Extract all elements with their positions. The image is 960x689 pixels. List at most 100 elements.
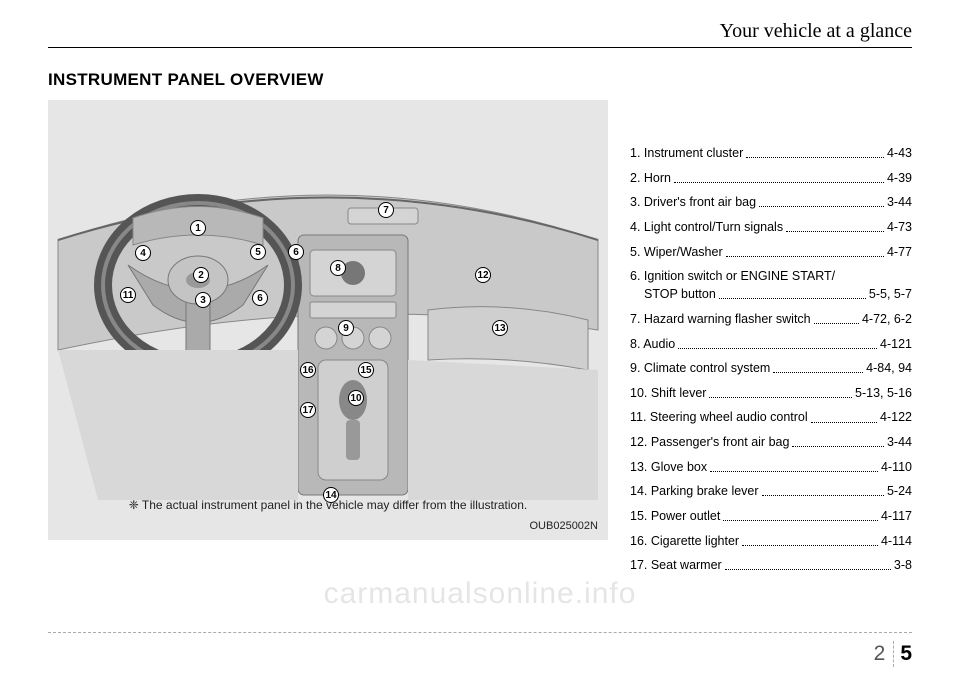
manual-page: Your vehicle at a glance INSTRUMENT PANE… bbox=[0, 0, 960, 689]
item-label: 1. Instrument cluster bbox=[630, 144, 743, 162]
list-item: 12. Passenger's front air bag 3-44 bbox=[630, 433, 912, 451]
list-item: 6. Ignition switch or ENGINE START/ bbox=[630, 267, 912, 285]
callout-1: 1 bbox=[190, 220, 206, 236]
callout-15: 15 bbox=[358, 362, 374, 378]
callout-5: 5 bbox=[250, 244, 266, 260]
leader-dots bbox=[814, 310, 859, 324]
callout-10: 10 bbox=[348, 390, 364, 406]
item-label: 2. Horn bbox=[630, 169, 671, 187]
item-label: 10. Shift lever bbox=[630, 384, 706, 402]
leader-dots bbox=[674, 169, 884, 183]
leader-dots bbox=[786, 218, 884, 232]
page-number: 2 5 bbox=[874, 641, 912, 667]
leader-dots bbox=[792, 433, 884, 447]
item-page: 4-121 bbox=[880, 335, 912, 353]
item-page: 4-114 bbox=[881, 532, 912, 550]
item-page: 5-5, 5-7 bbox=[869, 285, 912, 303]
watermark: carmanualsonline.info bbox=[0, 577, 960, 611]
item-page: 3-44 bbox=[887, 433, 912, 451]
item-label: 6. Ignition switch or ENGINE START/ bbox=[630, 267, 835, 285]
callout-13: 13 bbox=[492, 320, 508, 336]
item-page: 4-110 bbox=[881, 458, 912, 476]
leader-dots bbox=[811, 408, 877, 422]
item-label: 3. Driver's front air bag bbox=[630, 193, 756, 211]
item-label: 14. Parking brake lever bbox=[630, 482, 759, 500]
illustration-caption: ❈ The actual instrument panel in the veh… bbox=[48, 498, 608, 512]
dashboard-drawing bbox=[48, 100, 608, 540]
item-label: 9. Climate control system bbox=[630, 359, 770, 377]
item-page: 4-77 bbox=[887, 243, 912, 261]
list-item: 13. Glove box 4-110 bbox=[630, 458, 912, 476]
item-page: 4-43 bbox=[887, 144, 912, 162]
footer-rule bbox=[48, 632, 912, 633]
illustration-code: OUB025002N bbox=[530, 520, 599, 532]
list-item: 11. Steering wheel audio control 4-122 bbox=[630, 408, 912, 426]
list-item: 7. Hazard warning flasher switch 4-72, 6-… bbox=[630, 310, 912, 328]
leader-dots bbox=[773, 359, 863, 373]
pagenum-separator bbox=[893, 641, 894, 667]
callout-12: 12 bbox=[475, 267, 491, 283]
item-page: 3-44 bbox=[887, 193, 912, 211]
item-page: 4-72, 6-2 bbox=[862, 310, 912, 328]
list-item: 17. Seat warmer 3-8 bbox=[630, 556, 912, 574]
callout-8: 8 bbox=[330, 260, 346, 276]
list-item: 10. Shift lever 5-13, 5-16 bbox=[630, 384, 912, 402]
leader-dots bbox=[762, 482, 884, 496]
item-page: 4-117 bbox=[881, 507, 912, 525]
page-title: INSTRUMENT PANEL OVERVIEW bbox=[48, 70, 912, 90]
leader-dots bbox=[725, 556, 891, 570]
item-label: 13. Glove box bbox=[630, 458, 707, 476]
item-page: 5-24 bbox=[887, 482, 912, 500]
list-item: 2. Horn 4-39 bbox=[630, 169, 912, 187]
item-page: 4-73 bbox=[887, 218, 912, 236]
item-label: 11. Steering wheel audio control bbox=[630, 408, 808, 426]
content-row: 12345667891011121314151617 ❈ The actual … bbox=[48, 100, 912, 581]
list-item: 5. Wiper/Washer 4-77 bbox=[630, 243, 912, 261]
header-rule: Your vehicle at a glance bbox=[48, 20, 912, 48]
leader-dots bbox=[742, 532, 878, 546]
item-label: 16. Cigarette lighter bbox=[630, 532, 739, 550]
item-page: 4-39 bbox=[887, 169, 912, 187]
item-page: 4-122 bbox=[880, 408, 912, 426]
callout-17: 17 bbox=[300, 402, 316, 418]
item-label: 8. Audio bbox=[630, 335, 675, 353]
callout-16: 16 bbox=[300, 362, 316, 378]
reference-list: 1. Instrument cluster 4-43 2. Horn 4-39 3. D… bbox=[630, 100, 912, 581]
callout-6: 6 bbox=[252, 290, 268, 306]
item-label: 12. Passenger's front air bag bbox=[630, 433, 789, 451]
callout-11: 11 bbox=[120, 287, 136, 303]
list-item: 16. Cigarette lighter 4-114 bbox=[630, 532, 912, 550]
list-item: 4. Light control/Turn signals 4-73 bbox=[630, 218, 912, 236]
item-page: 3-8 bbox=[894, 556, 912, 574]
item-page: 4-84, 94 bbox=[866, 359, 912, 377]
list-item: 8. Audio 4-121 bbox=[630, 335, 912, 353]
list-item: 1. Instrument cluster 4-43 bbox=[630, 144, 912, 162]
leader-dots bbox=[678, 335, 877, 349]
item-label: STOP button bbox=[630, 285, 716, 303]
item-label: 7. Hazard warning flasher switch bbox=[630, 310, 811, 328]
page-digit: 5 bbox=[900, 642, 912, 666]
callout-4: 4 bbox=[135, 245, 151, 261]
list-item: 9. Climate control system 4-84, 94 bbox=[630, 359, 912, 377]
leader-dots bbox=[746, 144, 884, 158]
callout-6: 6 bbox=[288, 244, 304, 260]
list-item: 15. Power outlet 4-117 bbox=[630, 507, 912, 525]
leader-dots bbox=[710, 458, 878, 472]
item-label: 17. Seat warmer bbox=[630, 556, 722, 574]
item-label: 5. Wiper/Washer bbox=[630, 243, 723, 261]
callout-3: 3 bbox=[195, 292, 211, 308]
section-title: Your vehicle at a glance bbox=[720, 20, 912, 43]
item-page: 5-13, 5-16 bbox=[855, 384, 912, 402]
list-item: 14. Parking brake lever 5-24 bbox=[630, 482, 912, 500]
leader-dots bbox=[709, 384, 852, 398]
leader-dots bbox=[723, 507, 878, 521]
list-item-cont: STOP button 5-5, 5-7 bbox=[630, 285, 912, 303]
leader-dots bbox=[719, 285, 866, 299]
item-label: 4. Light control/Turn signals bbox=[630, 218, 783, 236]
callout-9: 9 bbox=[338, 320, 354, 336]
list-item: 3. Driver's front air bag 3-44 bbox=[630, 193, 912, 211]
item-label: 15. Power outlet bbox=[630, 507, 720, 525]
leader-dots bbox=[726, 243, 884, 257]
leader-dots bbox=[759, 193, 884, 207]
illustration: 12345667891011121314151617 ❈ The actual … bbox=[48, 100, 608, 540]
